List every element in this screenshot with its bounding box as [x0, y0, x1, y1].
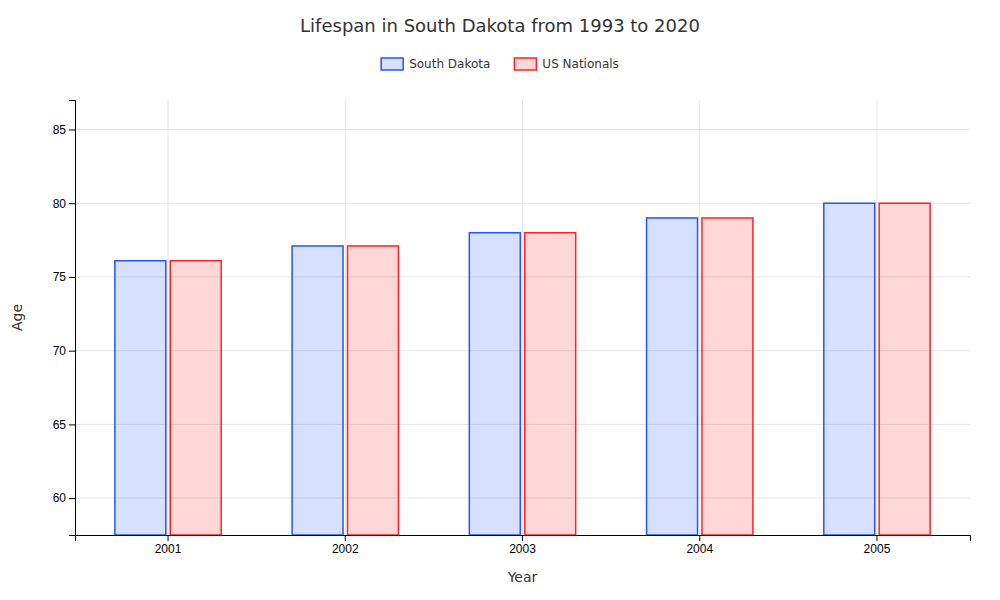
x-tick-label: 2005 — [864, 542, 891, 556]
legend-swatch — [381, 58, 403, 70]
bar — [824, 203, 875, 535]
x-grid-line — [522, 100, 523, 535]
y-tick-label: 70 — [53, 344, 67, 358]
legend-item: South Dakota — [381, 57, 490, 71]
y-tick-mark — [69, 277, 75, 278]
legend-label: US Nationals — [542, 57, 618, 71]
x-tick-mark — [168, 535, 169, 541]
x-tick-label: 2002 — [332, 542, 359, 556]
plot-area: 2001 2002 2003 2004 2005 60 65 70 75 80 85 — [53, 100, 971, 556]
y-tick: 60 — [53, 491, 75, 505]
legend-swatch — [514, 58, 536, 70]
bar — [170, 261, 221, 535]
bar — [647, 218, 698, 535]
x-grid-line — [876, 100, 877, 535]
y-tick: 65 — [53, 418, 75, 432]
bar — [525, 233, 576, 535]
x-tick: 2003 — [509, 535, 536, 556]
y-tick-mark — [69, 424, 75, 425]
y-tick: 75 — [53, 270, 75, 284]
grid — [75, 100, 970, 535]
chart-container: Lifespan in South Dakota from 1993 to 20… — [0, 0, 1000, 600]
x-tick-label: 2001 — [155, 542, 182, 556]
y-tick-label: 85 — [53, 123, 67, 137]
y-tick-label: 75 — [53, 270, 67, 284]
x-grid-line — [345, 100, 346, 535]
x-tick-mark — [876, 535, 877, 541]
bar — [292, 246, 343, 535]
y-tick-mark — [69, 351, 75, 352]
x-tick-mark — [699, 535, 700, 541]
bar — [879, 203, 930, 535]
x-tick-label: 2003 — [509, 542, 536, 556]
x-axis-title: Year — [507, 569, 538, 585]
bar — [469, 233, 520, 535]
chart-svg: Lifespan in South Dakota from 1993 to 20… — [0, 0, 1000, 600]
y-tick-mark — [69, 129, 75, 130]
bar — [702, 218, 753, 535]
legend-label: South Dakota — [409, 57, 490, 71]
x-grid-line — [699, 100, 700, 535]
x-tick: 2005 — [864, 535, 891, 556]
legend-item: US Nationals — [514, 57, 618, 71]
y-tick-label: 80 — [53, 197, 67, 211]
legend: South Dakota US Nationals — [381, 57, 619, 71]
y-tick-mark — [69, 498, 75, 499]
bar — [115, 261, 166, 535]
y-axis-title: Age — [9, 304, 25, 331]
x-axis-line — [76, 536, 971, 542]
x-tick: 2001 — [155, 535, 182, 556]
bars — [115, 203, 930, 535]
y-tick: 80 — [53, 197, 75, 211]
x-tick-label: 2004 — [686, 542, 713, 556]
x-grid-line — [168, 100, 169, 535]
y-axis: 60 65 70 75 80 85 — [53, 101, 76, 536]
y-tick: 85 — [53, 123, 75, 137]
y-tick-mark — [69, 203, 75, 204]
x-tick-mark — [345, 535, 346, 541]
y-tick-label: 60 — [53, 491, 67, 505]
y-tick-label: 65 — [53, 418, 67, 432]
x-axis: 2001 2002 2003 2004 2005 — [76, 535, 971, 556]
y-axis-line — [69, 101, 76, 536]
bar — [347, 246, 398, 535]
x-tick: 2002 — [332, 535, 359, 556]
x-tick: 2004 — [686, 535, 713, 556]
y-tick: 70 — [53, 344, 75, 358]
x-tick-mark — [522, 535, 523, 541]
chart-title: Lifespan in South Dakota from 1993 to 20… — [300, 15, 700, 36]
